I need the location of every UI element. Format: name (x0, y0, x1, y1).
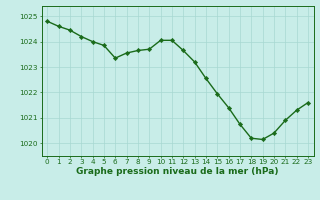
X-axis label: Graphe pression niveau de la mer (hPa): Graphe pression niveau de la mer (hPa) (76, 167, 279, 176)
